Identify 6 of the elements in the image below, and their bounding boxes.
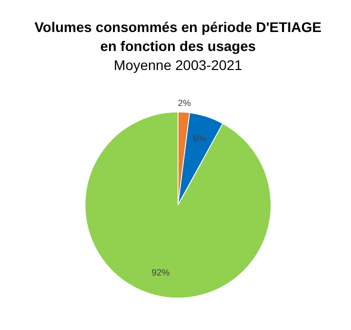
- data-label: 6%: [193, 134, 206, 144]
- pie-slice: [84, 112, 272, 298]
- data-label: 92%: [152, 268, 170, 278]
- chart-subtitle: Moyenne 2003-2021: [114, 57, 242, 73]
- chart-title: Volumes consommés en période D'ETIAGE en fonction des usages: [34, 19, 322, 54]
- data-label: 2%: [178, 98, 191, 108]
